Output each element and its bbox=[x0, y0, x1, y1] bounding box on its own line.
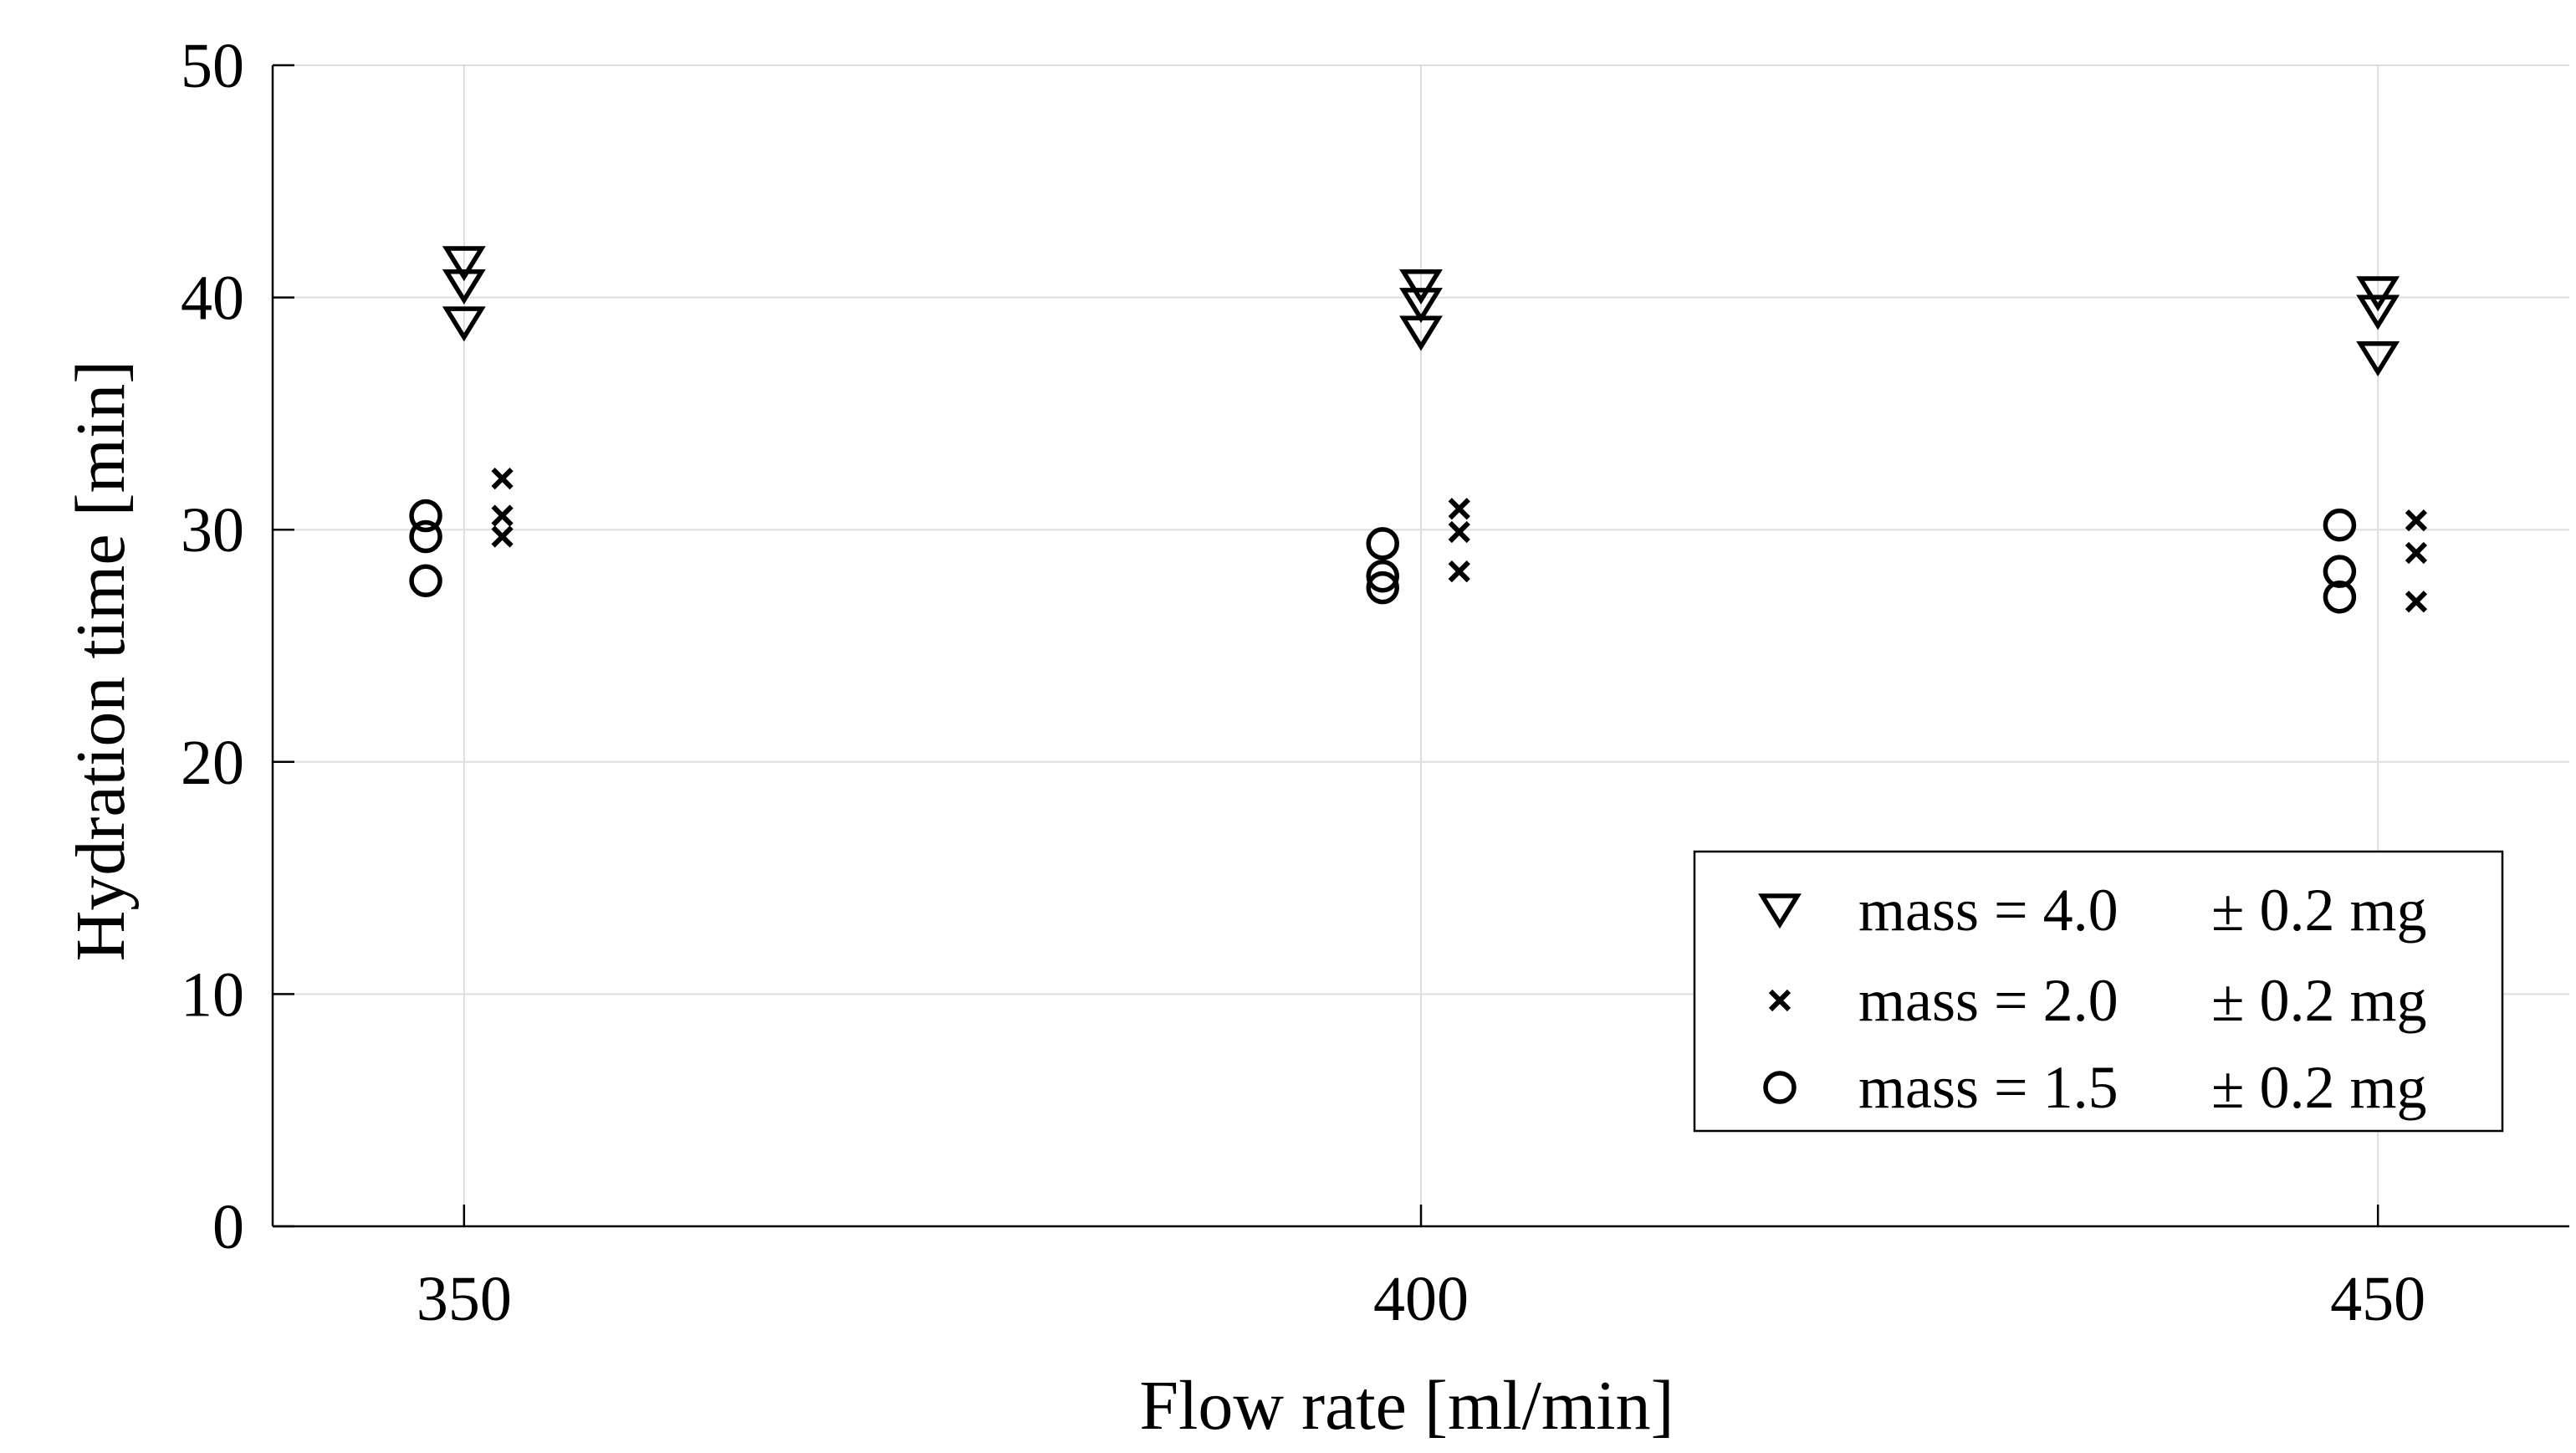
point-series2-6 bbox=[2323, 508, 2357, 542]
point-series2-5 bbox=[1366, 570, 1399, 605]
point-series1-0 bbox=[491, 468, 514, 490]
y-tick-label-30: 30 bbox=[181, 495, 244, 565]
y-tick-label-0: 0 bbox=[212, 1192, 244, 1262]
legend-tolerance-0: ± 0.2 mg bbox=[2211, 877, 2427, 944]
legend-box bbox=[1693, 850, 2504, 1133]
y-axis-label: Hydration time [min] bbox=[62, 361, 140, 962]
point-series0-1 bbox=[442, 269, 486, 304]
axes bbox=[271, 64, 2569, 1228]
point-series1-1 bbox=[491, 504, 514, 527]
point-series2-1 bbox=[409, 519, 442, 554]
point-series0-6 bbox=[2356, 276, 2400, 312]
point-series2-4 bbox=[1366, 559, 1399, 593]
point-series0-7 bbox=[2356, 294, 2400, 330]
legend-marker-2 bbox=[1763, 1071, 1797, 1104]
point-series1-4 bbox=[1448, 520, 1470, 544]
point-series2-7 bbox=[2323, 555, 2357, 588]
point-series1-3 bbox=[1448, 498, 1470, 520]
point-series2-8 bbox=[2323, 580, 2357, 614]
y-tick-label-40: 40 bbox=[181, 263, 244, 334]
point-series1-8 bbox=[2405, 591, 2428, 613]
x-axis-label: Flow rate [ml/min] bbox=[1139, 1367, 1674, 1445]
point-series0-8 bbox=[2356, 341, 2400, 377]
point-series0-3 bbox=[1399, 269, 1443, 304]
y-tick-label-20: 20 bbox=[181, 728, 244, 798]
point-series2-2 bbox=[409, 564, 442, 598]
legend-marker-1 bbox=[1768, 989, 1791, 1012]
point-series1-6 bbox=[2405, 509, 2428, 532]
legend-label-0: mass = 4.0 bbox=[1858, 877, 2119, 944]
legend-tolerance-2: ± 0.2 mg bbox=[2211, 1054, 2427, 1121]
point-series1-7 bbox=[2405, 541, 2428, 565]
point-series0-0 bbox=[442, 246, 486, 282]
point-series0-5 bbox=[1399, 315, 1443, 351]
legend: mass = 4.0 ± 0.2 mg mass = 2.0 ± 0.2 mg mass… bbox=[1693, 850, 2504, 1133]
legend-tolerance-1: ± 0.2 mg bbox=[2211, 967, 2427, 1034]
y-tick-label-50: 50 bbox=[181, 31, 244, 101]
point-series0-2 bbox=[442, 306, 486, 342]
x-tick-label-450: 450 bbox=[2330, 1264, 2425, 1334]
point-series1-2 bbox=[491, 525, 514, 548]
point-series2-3 bbox=[1366, 527, 1399, 560]
legend-label-1: mass = 2.0 bbox=[1858, 967, 2119, 1034]
legend-label-2: mass = 1.5 bbox=[1858, 1054, 2119, 1121]
legend-marker-0 bbox=[1758, 893, 1802, 929]
data-points bbox=[409, 246, 2428, 614]
x-tick-label-400: 400 bbox=[1373, 1264, 1469, 1334]
x-tick-label-350: 350 bbox=[417, 1264, 512, 1334]
tick-labels: 0 10 20 30 40 50 350 400 450 bbox=[181, 31, 2425, 1334]
y-tick-label-10: 10 bbox=[181, 959, 244, 1030]
point-series1-5 bbox=[1448, 560, 1470, 583]
point-series2-0 bbox=[409, 499, 442, 533]
point-series0-4 bbox=[1399, 288, 1443, 324]
